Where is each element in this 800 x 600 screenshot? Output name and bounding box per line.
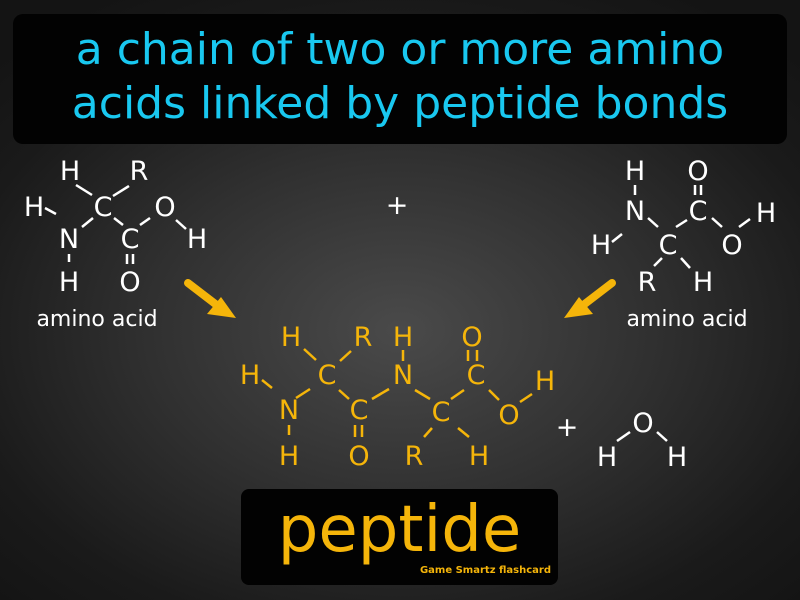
atom-r: R: [354, 322, 373, 353]
atom-h: H: [756, 198, 776, 229]
atom-h: H: [24, 192, 44, 223]
atom-n: N: [279, 395, 299, 426]
atom-n: N: [393, 360, 413, 391]
atom-h: H: [59, 267, 79, 298]
atom-h: H: [281, 322, 301, 353]
atom-o: O: [498, 400, 519, 431]
atom-o: O: [632, 408, 653, 439]
atom-h: H: [60, 156, 80, 187]
atom-c: C: [318, 360, 337, 391]
atom-h: H: [625, 156, 645, 187]
atom-o: O: [721, 230, 742, 261]
atom-c: C: [659, 230, 678, 261]
atom-o: O: [154, 192, 175, 223]
atom-h: H: [597, 442, 617, 473]
product-peptide: H R H O H C N C H N C C O H O R H: [240, 322, 555, 472]
atom-c: C: [689, 196, 708, 227]
atom-h: H: [535, 366, 555, 397]
left-arrow-icon: [184, 279, 236, 318]
left-amino-acid-label: amino acid: [36, 307, 157, 332]
plus-sign: +: [556, 412, 579, 443]
atom-o: O: [687, 156, 708, 187]
atom-h: H: [469, 441, 489, 472]
definition-line-1: a chain of two or more amino: [75, 24, 725, 75]
credit-text: Game Smartz flashcard: [419, 565, 551, 576]
atom-o: O: [119, 267, 140, 298]
atom-r: R: [405, 441, 424, 472]
term-box: peptide Game Smartz flashcard: [241, 489, 558, 585]
atom-h: H: [187, 224, 207, 255]
atom-c: C: [121, 224, 140, 255]
right-amino-acid-label: amino acid: [626, 307, 747, 332]
atom-h: H: [667, 442, 687, 473]
atom-r: R: [638, 267, 657, 298]
right-amino-acid: H O N C H H C O R H amino acid: [591, 156, 776, 332]
atom-o: O: [348, 441, 369, 472]
atom-r: R: [130, 156, 149, 187]
atom-n: N: [59, 224, 79, 255]
atom-h: H: [279, 441, 299, 472]
atom-n: N: [625, 196, 645, 227]
atom-c: C: [432, 397, 451, 428]
atom-c: C: [350, 395, 369, 426]
term-title: peptide: [277, 493, 522, 567]
definition-box: a chain of two or more amino acids linke…: [13, 14, 787, 144]
definition-line-2: acids linked by peptide bonds: [71, 78, 729, 129]
water-molecule: O H H: [597, 408, 687, 473]
atom-o: O: [461, 322, 482, 353]
atom-h: H: [693, 267, 713, 298]
plus-sign: +: [386, 190, 409, 221]
atom-h: H: [591, 230, 611, 261]
atom-h: H: [393, 322, 413, 353]
right-arrow-icon: [564, 279, 616, 318]
atom-c: C: [94, 192, 113, 223]
left-amino-acid: H R H C O N C H H O amino acid: [24, 156, 207, 332]
atom-c: C: [467, 360, 486, 391]
atom-h: H: [240, 360, 260, 391]
